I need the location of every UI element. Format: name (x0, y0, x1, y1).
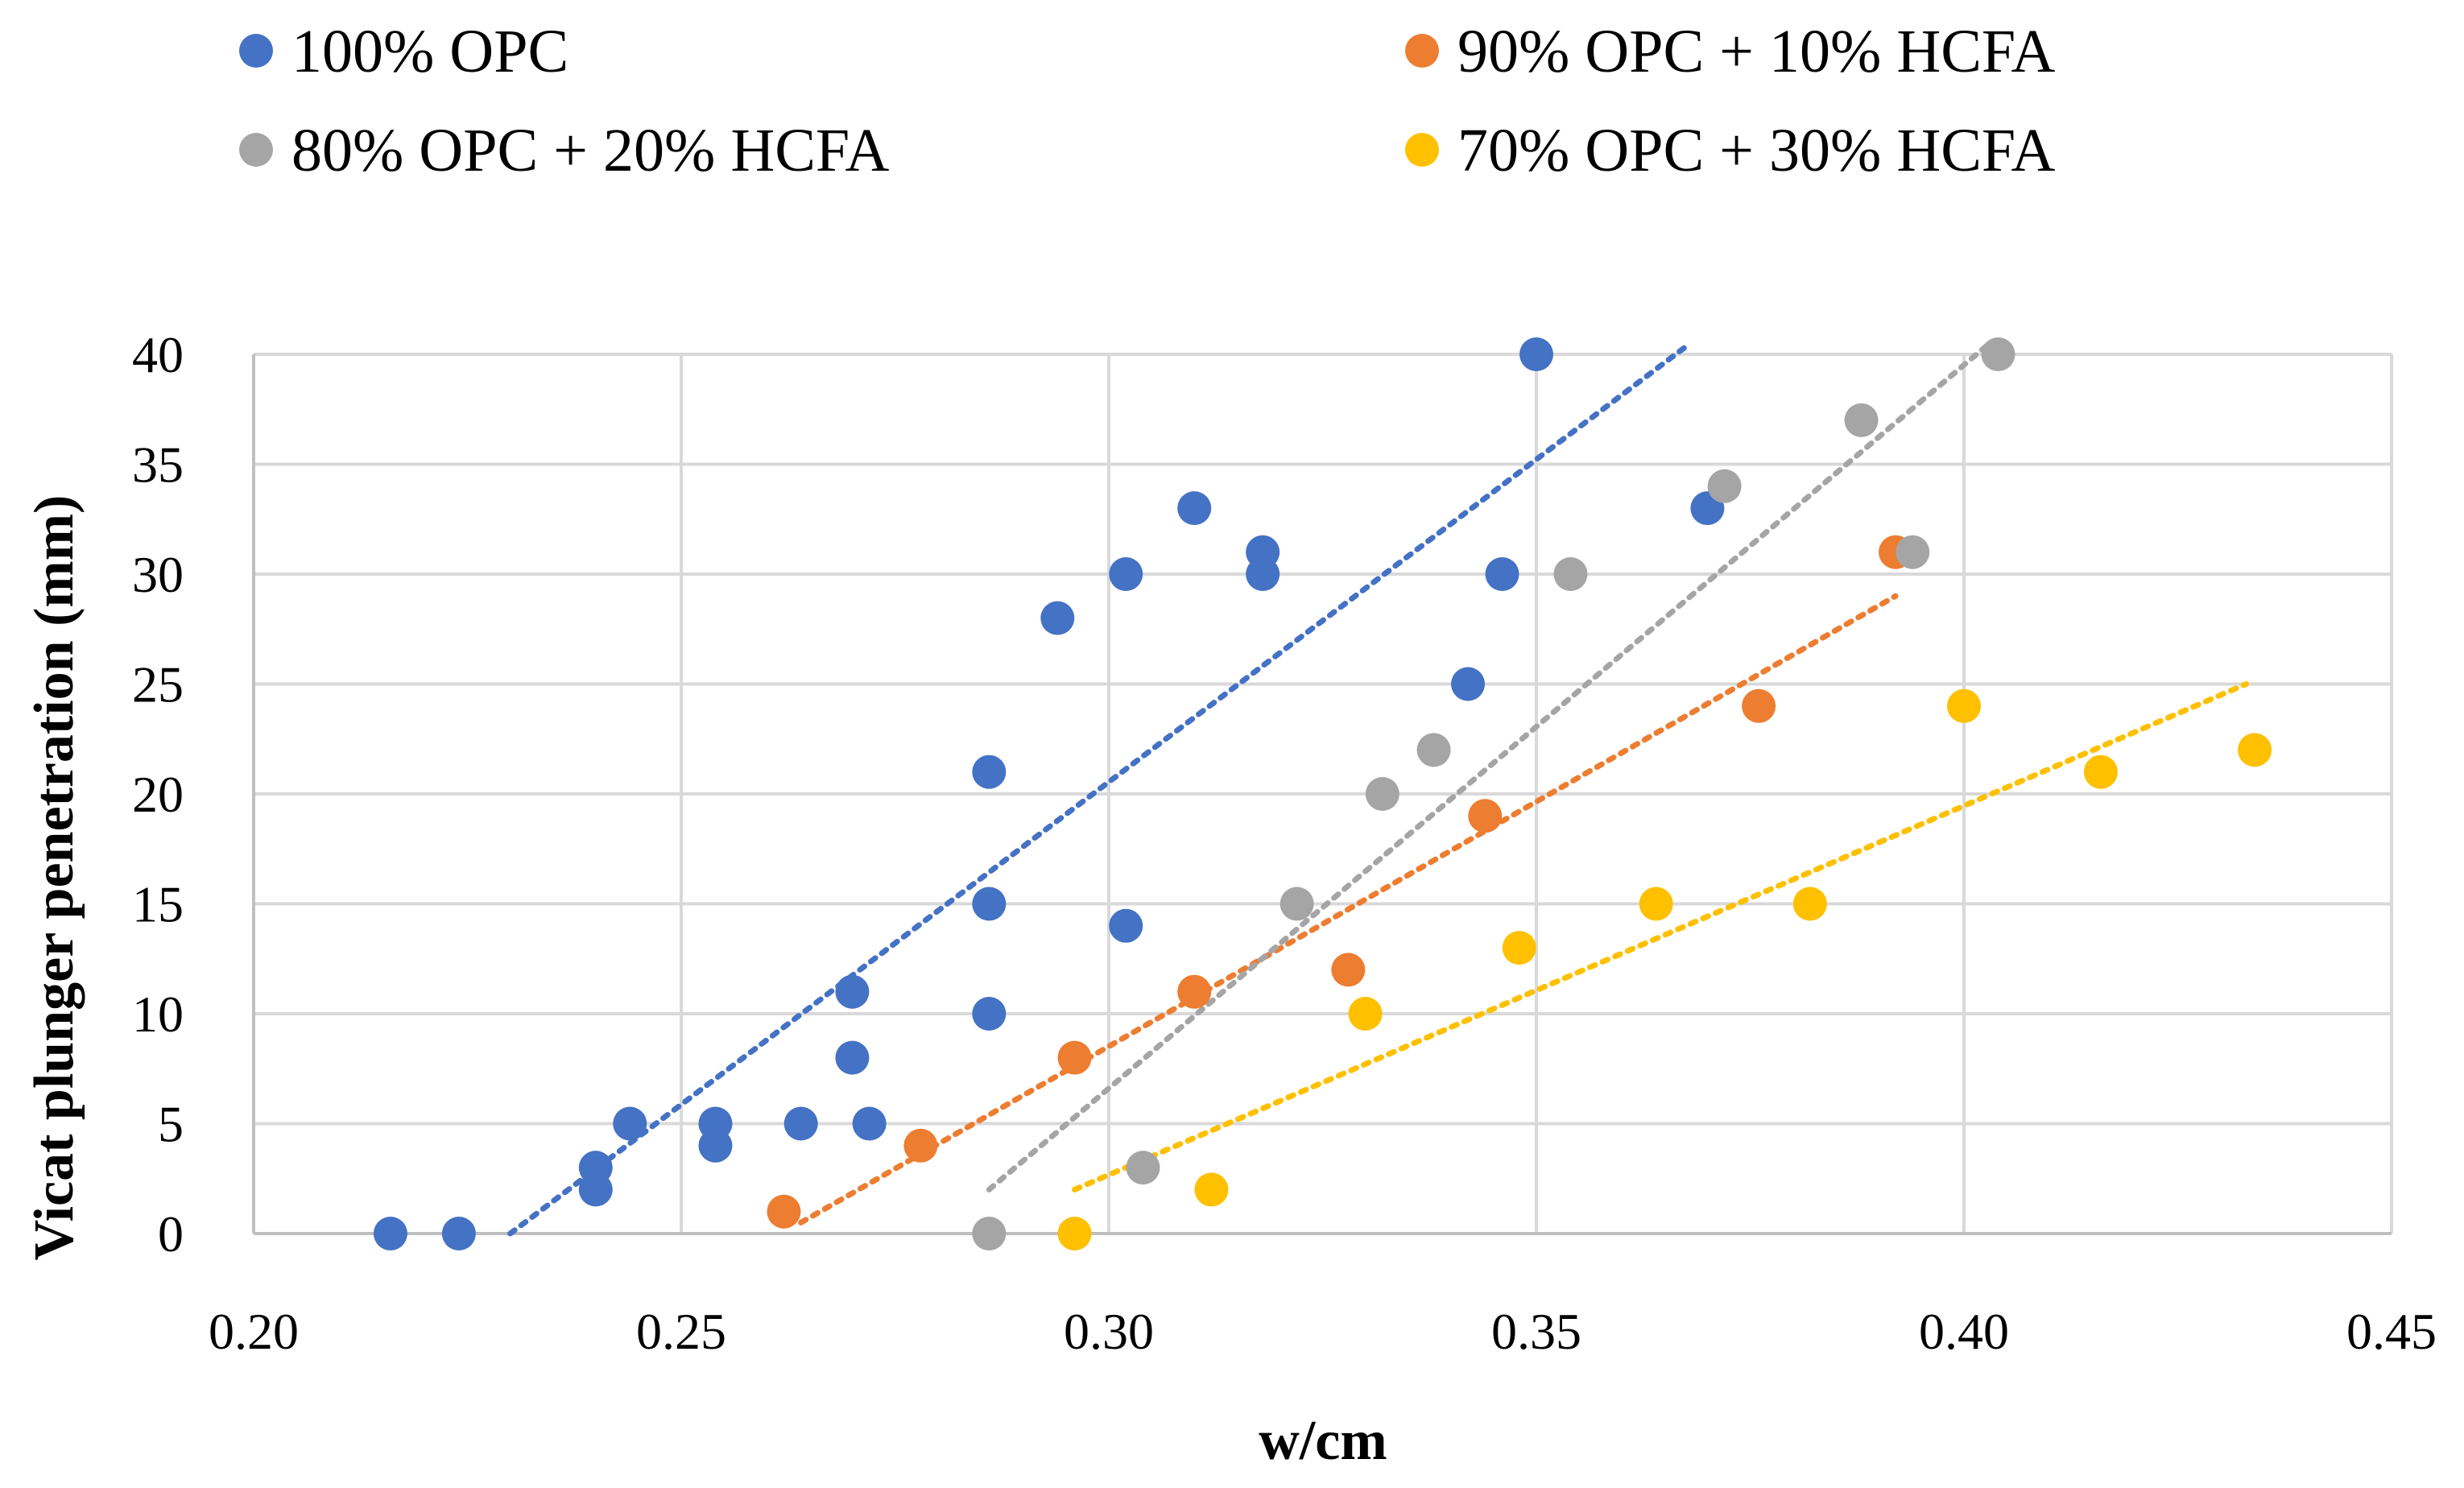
data-point-series-1 (767, 1194, 801, 1229)
trendline-series-2 (986, 340, 1993, 1192)
data-point-series-0 (1177, 491, 1212, 526)
x-tick-label: 0.40 (1919, 1303, 2009, 1360)
data-point-series-0 (1519, 337, 1553, 371)
legend-label-80-opc-20-hcfa: 80% OPC + 20% HCFA (291, 117, 890, 184)
legend-marker-80-opc-20-hcfa (239, 133, 273, 167)
data-point-series-0 (1485, 557, 1519, 591)
data-point-series-0 (972, 997, 1007, 1031)
data-point-series-2 (1844, 403, 1879, 437)
tick-labels: 0 5 10 15 20 25 30 35 40 0.20 0.25 0.30 0.35 0.40 0.45 (132, 326, 2437, 1360)
data-point-series-0 (852, 1106, 887, 1141)
data-point-series-3 (1348, 997, 1383, 1031)
data-point-series-0 (1040, 601, 1075, 635)
y-tick-label: 5 (158, 1096, 184, 1153)
data-point-series-2 (1126, 1151, 1160, 1185)
x-tick-label: 0.45 (2346, 1303, 2437, 1360)
data-point-series-2 (1416, 733, 1451, 767)
y-tick-label: 40 (132, 326, 184, 383)
data-point-series-0 (835, 974, 870, 1009)
x-tick-label: 0.35 (1491, 1303, 1581, 1360)
y-tick-label: 10 (132, 986, 184, 1043)
x-tick-label: 0.25 (636, 1303, 726, 1360)
legend-label-70-opc-30-hcfa: 70% OPC + 30% HCFA (1457, 117, 2056, 184)
data-point-series-0 (783, 1106, 818, 1141)
data-point-series-0 (972, 754, 1007, 789)
data-point-series-2 (1553, 557, 1588, 591)
legend: 100% OPC 90% OPC + 10% HCFA 80% OPC + 20… (239, 18, 2056, 184)
y-tick-label: 30 (132, 546, 184, 603)
legend-item-100-opc: 100% OPC (239, 18, 568, 85)
trendline-series-0 (507, 340, 1693, 1237)
x-tick-label: 0.30 (1064, 1303, 1154, 1360)
y-tick-label: 35 (132, 436, 184, 494)
legend-marker-90-opc-10-hcfa (1405, 34, 1439, 68)
data-point-series-0 (441, 1217, 476, 1250)
data-point-series-1 (1468, 799, 1503, 833)
data-point-series-2 (1981, 337, 2015, 371)
data-point-series-2 (972, 1217, 1007, 1250)
data-point-series-0 (613, 1106, 647, 1141)
y-tick-label: 0 (158, 1205, 184, 1263)
trendlines (507, 340, 2249, 1237)
x-tick-label: 0.20 (209, 1303, 299, 1360)
data-point-series-1 (1742, 688, 1776, 723)
trendline-series-1 (798, 593, 1899, 1226)
data-point-series-3 (2083, 754, 2118, 789)
data-point-series-0 (1451, 667, 1486, 701)
data-point-series-3 (1639, 887, 1673, 921)
data-point-series-0 (373, 1217, 407, 1250)
y-axis-title: Vicat plunger penetration (mm) (23, 495, 85, 1261)
legend-marker-70-opc-30-hcfa (1405, 133, 1439, 167)
legend-item-90-opc-10-hcfa: 90% OPC + 10% HCFA (1405, 18, 2056, 85)
data-point-series-1 (1331, 953, 1366, 987)
gridlines (254, 353, 2393, 1234)
data-point-series-2 (1707, 469, 1742, 503)
x-axis-title: w/cm (1259, 1410, 1387, 1472)
legend-label-100-opc: 100% OPC (291, 18, 568, 85)
data-point-series-2 (1280, 887, 1314, 921)
data-point-series-3 (1502, 931, 1536, 965)
data-point-series-3 (2238, 733, 2272, 767)
data-point-series-0 (972, 887, 1007, 921)
data-point-series-0 (1246, 535, 1280, 569)
data-point-series-0 (1109, 557, 1143, 591)
data-point-series-1 (903, 1128, 938, 1163)
data-point-series-3 (1057, 1217, 1092, 1250)
y-tick-label: 20 (132, 766, 184, 823)
trendline-series-3 (1072, 681, 2249, 1192)
y-tick-label: 25 (132, 656, 184, 713)
data-point-series-3 (1792, 887, 1827, 921)
legend-marker-100-opc (239, 34, 273, 68)
legend-item-70-opc-30-hcfa: 70% OPC + 30% HCFA (1405, 117, 2056, 184)
data-point-series-3 (1194, 1172, 1229, 1207)
data-point-series-2 (1896, 535, 1930, 569)
legend-item-80-opc-20-hcfa: 80% OPC + 20% HCFA (239, 117, 890, 184)
data-point-series-3 (1947, 688, 1981, 723)
data-point-series-0 (578, 1151, 613, 1185)
data-point-series-0 (835, 1040, 870, 1075)
data-point-series-0 (1109, 908, 1143, 943)
data-point-series-0 (698, 1106, 733, 1141)
data-point-series-1 (1177, 974, 1212, 1009)
data-point-series-1 (1057, 1040, 1092, 1075)
legend-label-90-opc-10-hcfa: 90% OPC + 10% HCFA (1457, 18, 2056, 85)
data-point-series-2 (1365, 777, 1399, 811)
data-points (373, 337, 2272, 1250)
axes (252, 354, 2392, 1235)
y-tick-label: 15 (132, 876, 184, 933)
